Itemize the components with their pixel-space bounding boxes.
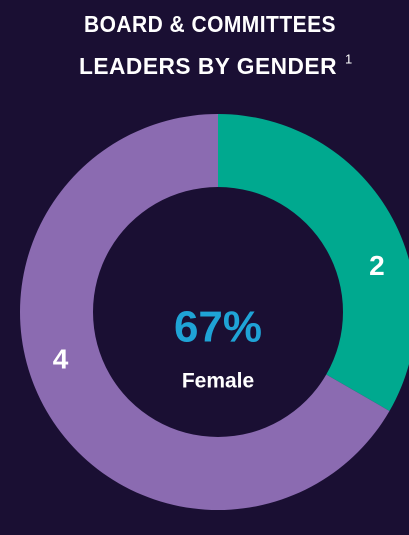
footnote-marker: 1 (345, 51, 352, 66)
donut-segment (19, 114, 390, 510)
chart-title: LEADERS BY GENDER (79, 53, 337, 79)
chart-title: BOARD & COMMITTEES (84, 11, 336, 37)
center-value: 67% (174, 303, 262, 352)
center-caption: Female (182, 370, 254, 393)
donut-segment (218, 114, 409, 411)
data-label: 4 (53, 344, 69, 375)
data-label: 2 (369, 250, 385, 281)
